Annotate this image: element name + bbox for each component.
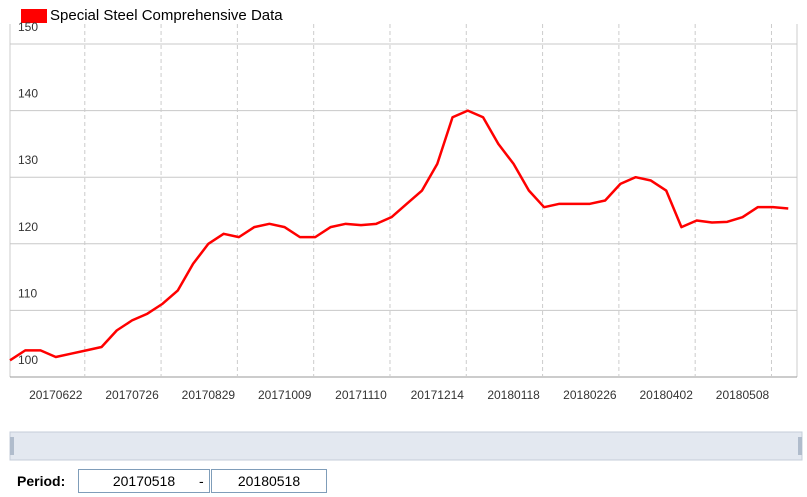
range-handle-left[interactable] [10,437,14,455]
x-tick-label: 20180402 [639,388,693,402]
range-handle-right[interactable] [798,437,802,455]
x-tick-label: 20171009 [258,388,312,402]
legend-swatch [21,9,47,23]
x-tick-label: 20171110 [335,388,387,402]
y-tick-label: 120 [18,220,38,234]
end-date-input[interactable]: 20180518 [211,469,327,493]
chart: Special Steel Comprehensive Data 100 110 1… [9,7,803,461]
x-tick-label: 20180508 [716,388,770,402]
y-tick-label: 110 [18,286,37,300]
range-navigator[interactable] [9,431,803,461]
x-tick-label: 20170726 [105,388,159,402]
data-line [9,109,789,362]
y-tick-label: 130 [18,153,38,167]
y-tick-label: 140 [18,87,38,101]
y-tick-label: 150 [18,20,38,34]
y-tick-label: 100 [18,353,38,367]
period-label: Period: [17,473,66,489]
start-date-input[interactable]: 20170518 [78,469,210,493]
chart-title: Special Steel Comprehensive Data [50,7,283,24]
x-tick-label: 20170829 [182,388,236,402]
x-tick-label: 20170622 [29,388,83,402]
separator: - [199,473,204,489]
x-tick-label: 20171214 [411,388,465,402]
x-tick-label: 20180226 [563,388,617,402]
x-tick-label: 20180118 [487,388,540,402]
